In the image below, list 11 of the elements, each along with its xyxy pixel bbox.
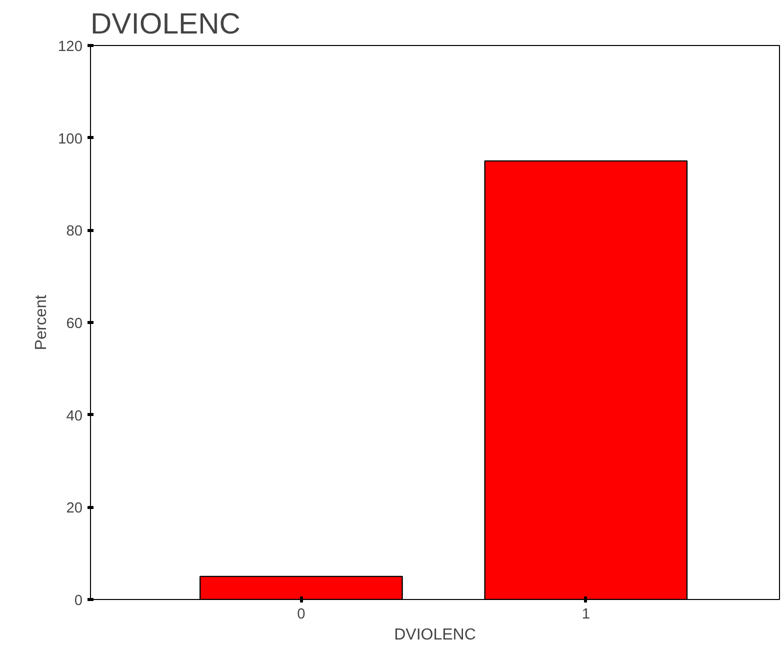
y-tick-label: 40 <box>66 408 83 424</box>
y-tick-label: 120 <box>58 39 83 55</box>
y-axis-title: Percent <box>33 294 50 350</box>
y-tick-label: 80 <box>66 224 83 240</box>
y-tick-label: 60 <box>66 316 83 332</box>
y-tick-label: 100 <box>58 131 83 148</box>
y-tick-label: 20 <box>66 500 83 517</box>
y-tick-label: 0 <box>74 593 83 609</box>
x-tick-label: 1 <box>582 606 590 622</box>
x-axis-title: DVIOLENC <box>394 626 476 644</box>
chart-title: DVIOLENC <box>90 8 240 40</box>
